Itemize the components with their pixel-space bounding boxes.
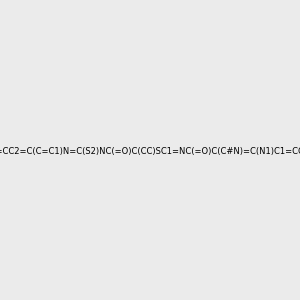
Text: CCOC1=CC2=C(C=C1)N=C(S2)NC(=O)C(CC)SC1=NC(=O)C(C#N)=C(N1)C1=CC=CC=C1: CCOC1=CC2=C(C=C1)N=C(S2)NC(=O)C(CC)SC1=N… (0, 147, 300, 156)
